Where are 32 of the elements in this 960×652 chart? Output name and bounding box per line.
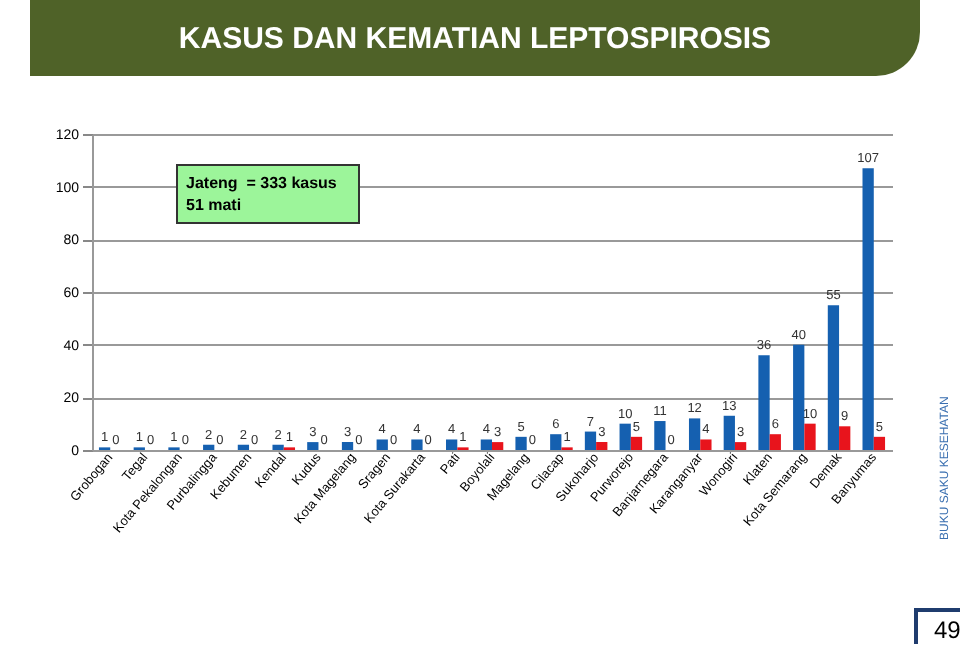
- bar: [619, 423, 631, 450]
- bar: [758, 355, 770, 450]
- bar: [769, 434, 781, 450]
- bar: [584, 431, 597, 450]
- bar: [203, 444, 215, 450]
- bar: [272, 444, 284, 450]
- bar: [734, 442, 747, 450]
- bar: [839, 426, 851, 450]
- bar: [341, 442, 354, 450]
- text: 49: [914, 608, 960, 644]
- annotation: Jateng = 333 kasus 51 mati: [176, 164, 360, 224]
- bar: [376, 439, 388, 450]
- bar: [307, 442, 319, 450]
- bar: [804, 423, 816, 450]
- bar: [723, 415, 735, 450]
- bar: [630, 436, 643, 450]
- bar: [596, 442, 608, 450]
- bar: [550, 434, 562, 450]
- bar: [862, 168, 874, 450]
- bar: [654, 421, 666, 450]
- bar: [827, 305, 840, 450]
- bar: [873, 436, 886, 450]
- bar: [515, 436, 527, 450]
- bar: [688, 418, 701, 450]
- bar: [446, 439, 458, 450]
- bar: [492, 442, 504, 450]
- bar: [700, 439, 712, 450]
- chart-title: KASUS DAN KEMATIAN LEPTOSPIROSIS: [30, 0, 920, 76]
- bar: [793, 344, 805, 450]
- bar: [480, 439, 492, 450]
- bar: [411, 439, 423, 450]
- bar: [237, 444, 250, 450]
